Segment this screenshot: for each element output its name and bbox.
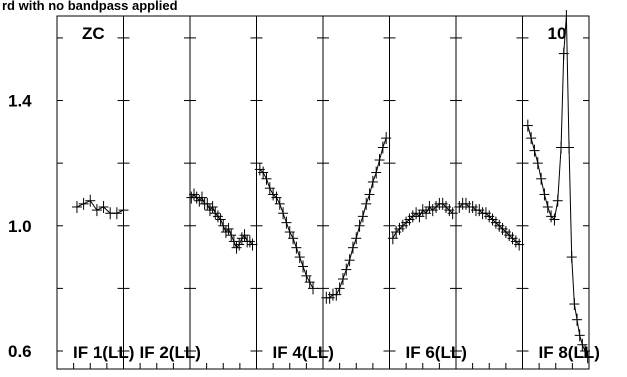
panel-if-label: IF 6(LL) (406, 343, 467, 362)
series-line (527, 15, 589, 358)
chart-title: rd with no bandpass applied (2, 0, 178, 13)
y-tick-label-2: 1.4 (8, 92, 32, 111)
series-line (326, 137, 387, 299)
panel-if-label: IF 8(LL) (539, 343, 600, 362)
chart-data-marks (71, 10, 593, 364)
panel-if-label: IF 4(LL) (273, 343, 334, 362)
panel-if-label: IF 2(LL) (140, 343, 201, 362)
plot-frame (56, 15, 590, 370)
series-line (190, 193, 253, 249)
panel-source-label: 10 (548, 24, 567, 43)
panel-if-label: IF 1(LL) (73, 343, 134, 362)
y-tick-label-0: 0.6 (8, 342, 32, 361)
y-tick-label-1: 1.0 (8, 217, 32, 236)
series-line (259, 169, 314, 289)
y-axis-labels: 0.6 1.0 1.4 (8, 92, 32, 361)
panel-labels: ZC IF 1(LL) IF 2(LL) IF 4(LL) IF 6(LL) 10 IF 8… (73, 24, 600, 362)
panel-source-label: ZC (82, 24, 105, 43)
